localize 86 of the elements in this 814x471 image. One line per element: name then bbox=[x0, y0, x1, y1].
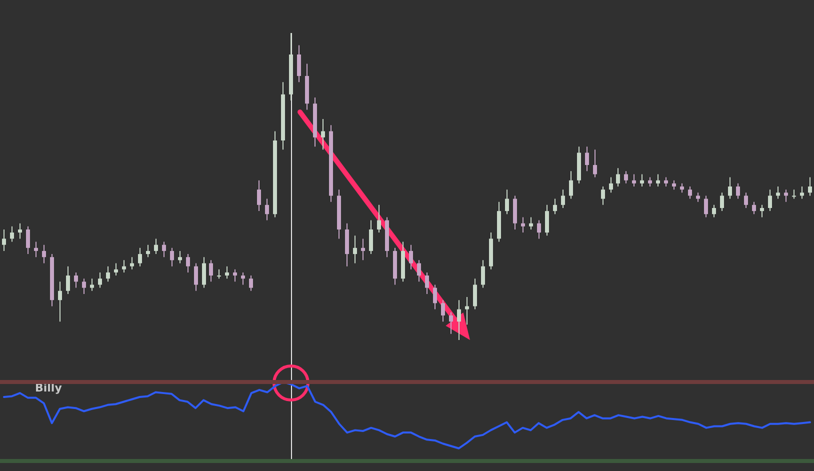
candlestick bbox=[561, 189, 565, 208]
candlestick bbox=[760, 204, 764, 218]
candlestick bbox=[537, 220, 541, 240]
candlestick bbox=[154, 238, 158, 255]
candlestick bbox=[114, 262, 118, 276]
candlestick bbox=[808, 176, 812, 196]
candlestick bbox=[585, 146, 589, 172]
candlestick bbox=[441, 300, 445, 322]
candlestick bbox=[209, 260, 213, 282]
candlestick bbox=[106, 266, 110, 282]
candlestick bbox=[194, 262, 198, 292]
candlestick bbox=[425, 272, 429, 294]
candlestick bbox=[545, 204, 549, 236]
candlestick bbox=[241, 272, 245, 286]
candlestick bbox=[433, 284, 437, 310]
candlestick bbox=[297, 44, 301, 83]
candlestick bbox=[321, 118, 325, 150]
candlestick bbox=[601, 186, 605, 206]
candlestick bbox=[664, 176, 668, 187]
candlestick bbox=[90, 278, 94, 292]
candlestick bbox=[688, 186, 692, 200]
candlestick bbox=[632, 174, 636, 187]
candlestick bbox=[704, 195, 708, 218]
candlestick bbox=[34, 241, 38, 258]
candlestick bbox=[457, 300, 461, 340]
candlestick bbox=[616, 168, 620, 187]
candlestick bbox=[768, 189, 772, 212]
candlestick bbox=[257, 180, 261, 212]
candlestick bbox=[202, 256, 206, 288]
candlestick bbox=[640, 174, 644, 187]
candlestick bbox=[178, 250, 182, 264]
candlestick bbox=[409, 244, 413, 270]
candlestick bbox=[529, 216, 533, 230]
candlestick bbox=[2, 228, 6, 252]
candlestick bbox=[377, 204, 381, 234]
candlestick bbox=[361, 238, 365, 261]
candlestick bbox=[146, 244, 150, 258]
candlestick bbox=[186, 254, 190, 273]
candlestick bbox=[784, 189, 788, 202]
candlestick bbox=[481, 260, 485, 288]
candlestick bbox=[728, 176, 732, 200]
candlestick bbox=[82, 278, 86, 294]
candlestick bbox=[521, 216, 525, 234]
candlestick bbox=[249, 275, 253, 292]
candlestick bbox=[122, 260, 126, 273]
candlestick bbox=[225, 266, 229, 280]
candlestick bbox=[66, 266, 70, 294]
candlestick bbox=[217, 268, 221, 280]
candlestick bbox=[712, 204, 716, 218]
candlestick bbox=[138, 247, 142, 267]
candlestick bbox=[609, 176, 613, 194]
candlestick bbox=[569, 170, 573, 200]
candlestick bbox=[680, 182, 684, 194]
candlestick bbox=[593, 149, 597, 178]
candlestick bbox=[736, 182, 740, 200]
candlestick bbox=[744, 192, 748, 208]
candlestick bbox=[162, 241, 166, 258]
candlestick bbox=[465, 296, 469, 326]
candlestick bbox=[130, 256, 134, 270]
candlestick bbox=[233, 268, 237, 282]
candlestick bbox=[553, 198, 557, 215]
candlestick bbox=[696, 192, 700, 202]
candlestick bbox=[449, 312, 453, 334]
candlestick bbox=[417, 260, 421, 282]
candlestick bbox=[752, 201, 756, 215]
candlestick bbox=[170, 247, 174, 267]
candlestick bbox=[369, 220, 373, 255]
candlestick bbox=[776, 186, 780, 200]
candlestick bbox=[473, 278, 477, 310]
candlestick bbox=[505, 189, 509, 215]
candlestick bbox=[42, 244, 46, 264]
candlestick bbox=[720, 192, 724, 212]
candlestick bbox=[624, 170, 628, 184]
candlestick bbox=[26, 226, 30, 255]
candlestick bbox=[18, 222, 22, 240]
candlestick bbox=[10, 226, 14, 242]
candlestick bbox=[74, 272, 78, 288]
candlestick bbox=[800, 186, 804, 200]
candlestick bbox=[98, 272, 102, 288]
candlestick bbox=[58, 281, 62, 322]
candlestick bbox=[672, 180, 676, 190]
candlestick bbox=[265, 198, 269, 221]
candlestick bbox=[792, 189, 796, 200]
candlestick bbox=[656, 174, 660, 187]
candlestick bbox=[353, 235, 357, 264]
candlestick bbox=[648, 176, 652, 187]
